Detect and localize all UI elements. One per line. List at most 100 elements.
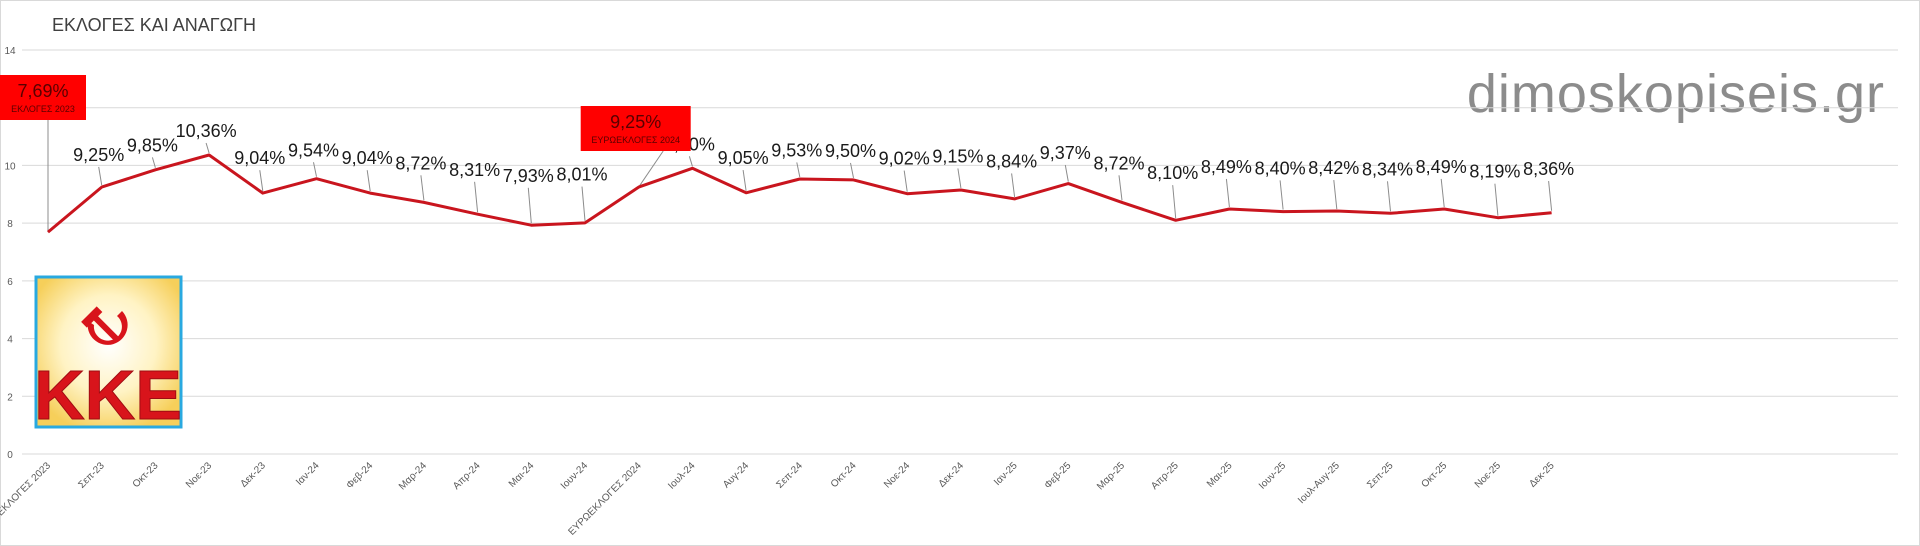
event-callouts: 7,69% ΕΚΛΟΓΕΣ 2023 9,25% ΕΥΡΩΕΚΛΟΓΕΣ 2024 bbox=[0, 75, 691, 151]
label-leader bbox=[957, 168, 962, 189]
data-label: 8,84% bbox=[986, 151, 1037, 171]
x-tick-label: Οκτ-25 bbox=[1419, 460, 1449, 490]
x-tick-label: Ιαν-24 bbox=[294, 460, 322, 488]
event-callout: 7,69% ΕΚΛΟΓΕΣ 2023 bbox=[0, 75, 86, 120]
data-label: 9,15% bbox=[932, 146, 983, 166]
gridlines bbox=[22, 49, 1898, 455]
label-leader bbox=[796, 162, 801, 178]
x-tick-label: Μαι-24 bbox=[507, 460, 537, 490]
x-tick-label: Ιουν-25 bbox=[1257, 460, 1289, 492]
x-tick-label: Σεπ-23 bbox=[76, 460, 107, 491]
y-tick-label: 4 bbox=[7, 335, 13, 346]
y-tick-label: 10 bbox=[4, 161, 16, 172]
x-tick-label: ΕΚΛΟΓΕΣ 2023 bbox=[0, 460, 53, 518]
data-label: 9,25% bbox=[73, 145, 124, 165]
x-tick-label: Οκτ-24 bbox=[829, 460, 859, 490]
y-tick-label: 2 bbox=[7, 392, 13, 403]
label-leader bbox=[1440, 178, 1445, 208]
data-label: 8,01% bbox=[556, 165, 607, 185]
label-leaders bbox=[47, 120, 1553, 233]
label-leader bbox=[527, 187, 532, 224]
x-tick-label: Ιουν-24 bbox=[559, 460, 591, 492]
watermark: dimoskopiseis.gr bbox=[1467, 64, 1885, 124]
data-label: 9,04% bbox=[342, 148, 393, 168]
label-leader bbox=[1064, 164, 1069, 182]
data-label: 8,49% bbox=[1201, 157, 1252, 177]
label-leader bbox=[1118, 175, 1123, 201]
label-leader bbox=[1387, 181, 1391, 212]
label-leader bbox=[1011, 173, 1016, 197]
data-label: 9,05% bbox=[718, 148, 769, 168]
data-label: 9,53% bbox=[771, 140, 822, 160]
callout-text: ΕΥΡΩΕΚΛΟΓΕΣ 2024 bbox=[591, 135, 680, 145]
label-leader bbox=[1225, 178, 1230, 208]
data-label: 8,19% bbox=[1469, 162, 1520, 182]
data-label: 8,42% bbox=[1308, 158, 1359, 178]
callout-text: ΕΚΛΟΓΕΣ 2023 bbox=[11, 104, 75, 114]
data-label: 9,50% bbox=[825, 141, 876, 161]
label-leader bbox=[1494, 183, 1499, 216]
label-leader bbox=[205, 142, 210, 154]
label-leader bbox=[420, 175, 425, 201]
x-tick-label: Μαρ-25 bbox=[1095, 460, 1127, 492]
x-tick-label: Σεπ-25 bbox=[1365, 460, 1396, 491]
label-leader bbox=[903, 170, 908, 192]
x-tick-label: Απρ-25 bbox=[1149, 460, 1181, 492]
data-label: 9,02% bbox=[879, 149, 930, 169]
x-tick-label: Απρ-24 bbox=[451, 460, 483, 492]
x-tick-label: Ιουλ-Αυγ-25 bbox=[1296, 460, 1342, 506]
data-label: 9,54% bbox=[288, 140, 339, 160]
x-tick-label: Δεκ-23 bbox=[239, 460, 269, 490]
label-leader bbox=[313, 162, 317, 177]
hammer-sickle-icon bbox=[81, 306, 128, 345]
label-leader bbox=[1333, 180, 1338, 210]
series-line bbox=[47, 153, 1552, 234]
x-tick-label: Δεκ-25 bbox=[1527, 460, 1557, 490]
x-tick-label: Νοε-24 bbox=[882, 460, 912, 490]
callout-box bbox=[0, 75, 86, 120]
data-label: 8,40% bbox=[1255, 158, 1306, 178]
x-tick-label: Ιουλ-24 bbox=[666, 460, 698, 492]
label-leader bbox=[1279, 180, 1284, 210]
data-label: 9,04% bbox=[234, 148, 285, 168]
y-tick-label: 0 bbox=[7, 450, 13, 461]
data-label: 8,31% bbox=[449, 160, 500, 180]
y-tick-label: 6 bbox=[7, 277, 13, 288]
data-label: 9,37% bbox=[1040, 143, 1091, 163]
data-label: 8,72% bbox=[395, 153, 446, 173]
label-leader bbox=[688, 156, 693, 167]
x-tick-label: Φεβ-25 bbox=[1043, 460, 1074, 491]
x-tick-label: Ιαν-25 bbox=[992, 460, 1020, 488]
callout-box bbox=[580, 106, 691, 151]
data-label: 9,85% bbox=[127, 135, 178, 155]
data-label: 7,93% bbox=[503, 166, 554, 186]
label-leader bbox=[1172, 185, 1177, 219]
x-tick-label: Αυγ-24 bbox=[721, 460, 751, 490]
data-label: 8,10% bbox=[1147, 163, 1198, 183]
label-leader bbox=[581, 186, 586, 221]
label-leader bbox=[1548, 180, 1553, 211]
label-leader bbox=[850, 162, 854, 178]
x-tick-label: Νοε-25 bbox=[1473, 460, 1503, 490]
x-axis-ticks: ΕΚΛΟΓΕΣ 2023 Σεπ-23 Οκτ-23 Νοε-23 Δεκ-23 Ιαν-… bbox=[0, 460, 1557, 538]
data-label: 8,34% bbox=[1362, 159, 1413, 179]
logo-text: ΚΚΕ bbox=[34, 356, 182, 434]
callout-value: 9,25% bbox=[610, 112, 661, 132]
data-label: 8,36% bbox=[1523, 159, 1574, 179]
x-tick-label: Νοε-23 bbox=[184, 460, 214, 490]
callout-leader bbox=[638, 150, 664, 188]
label-leader bbox=[151, 157, 156, 168]
y-tick-label: 14 bbox=[4, 46, 16, 57]
x-tick-label: Σεπ-24 bbox=[775, 460, 806, 491]
callout-value: 7,69% bbox=[17, 81, 68, 101]
data-label: 10,36% bbox=[176, 121, 237, 141]
label-leader bbox=[474, 181, 479, 213]
chart-title: ΕΚΛΟΓΕΣ ΚΑΙ ΑΝΑΓΩΓΗ bbox=[52, 15, 256, 35]
data-label: 8,49% bbox=[1416, 157, 1467, 177]
y-tick-label: 8 bbox=[7, 219, 13, 230]
label-leader bbox=[259, 170, 264, 192]
label-leader bbox=[366, 170, 371, 192]
label-leader bbox=[742, 169, 747, 191]
